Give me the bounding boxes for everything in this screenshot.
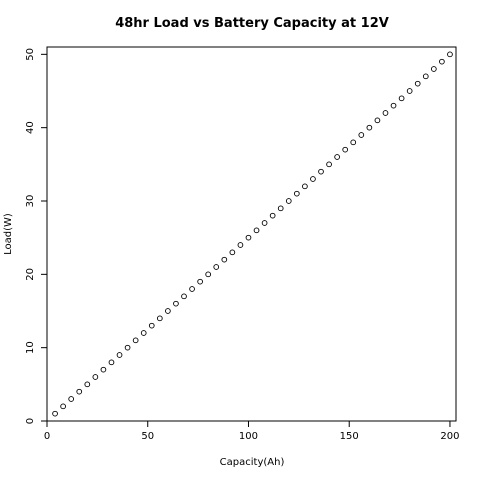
- data-point: [366, 124, 373, 131]
- data-point: [358, 132, 365, 138]
- data-point: [350, 139, 357, 146]
- data-point: [60, 403, 66, 410]
- data-point: [422, 73, 429, 80]
- data-point: [302, 183, 308, 190]
- data-point: [205, 271, 212, 278]
- data-point: [374, 117, 381, 124]
- data-point: [156, 315, 163, 322]
- data-point: [116, 352, 123, 358]
- data-point: [334, 154, 340, 160]
- data-point: [277, 205, 284, 212]
- data-point: [439, 58, 445, 65]
- data-point: [108, 359, 115, 366]
- x-tick-label: 150: [340, 431, 359, 442]
- x-axis-label: Capacity(Ah): [220, 457, 285, 468]
- y-tick-label: 40: [25, 121, 36, 134]
- data-point: [253, 227, 260, 234]
- data-point: [165, 308, 171, 314]
- y-tick-label: 20: [25, 268, 36, 281]
- data-point: [197, 278, 203, 285]
- data-point: [173, 300, 179, 307]
- data-point: [293, 190, 300, 197]
- data-point: [285, 198, 292, 204]
- data-point: [430, 66, 437, 72]
- y-tick-label: 30: [25, 195, 36, 208]
- data-point: [148, 322, 155, 329]
- data-point: [52, 410, 58, 417]
- data-point: [447, 51, 453, 58]
- data-point: [310, 176, 316, 182]
- data-point: [100, 366, 107, 373]
- data-point: [221, 256, 228, 263]
- data-point: [124, 344, 131, 351]
- data-point: [76, 388, 83, 395]
- x-tick-label: 50: [141, 431, 154, 442]
- x-tick-label: 100: [239, 431, 258, 442]
- data-point: [140, 330, 147, 336]
- x-tick-label: 200: [440, 431, 459, 442]
- data-point: [342, 146, 349, 153]
- y-axis: 0 10 20 30 40 50: [25, 48, 47, 424]
- y-axis-label: Load(W): [3, 213, 14, 255]
- data-point: [237, 242, 244, 248]
- data-point: [390, 102, 397, 109]
- plot-frame: [46, 46, 457, 422]
- y-tick-label: 0: [25, 418, 36, 424]
- data-point: [68, 396, 75, 402]
- data-point: [326, 161, 332, 168]
- x-axis: 0 50 100 150 200: [44, 421, 460, 442]
- data-point: [269, 212, 276, 219]
- data-point: [318, 168, 324, 175]
- chart-title: 48hr Load vs Battery Capacity at 12V: [115, 16, 389, 31]
- data-point: [398, 95, 405, 102]
- data-point: [213, 264, 220, 270]
- data-point: [189, 286, 195, 292]
- data-point: [229, 249, 236, 256]
- y-tick-label: 10: [25, 341, 36, 354]
- data-point: [261, 220, 268, 226]
- data-point: [245, 234, 252, 241]
- y-tick-label: 50: [25, 48, 36, 61]
- data-point: [181, 293, 187, 300]
- data-point: [382, 110, 389, 116]
- data-point: [84, 381, 91, 388]
- data-point: [132, 337, 139, 344]
- data-points: [52, 51, 453, 417]
- data-point: [406, 88, 413, 94]
- data-point: [414, 80, 421, 87]
- x-tick-label: 0: [44, 431, 50, 442]
- data-point: [92, 374, 99, 380]
